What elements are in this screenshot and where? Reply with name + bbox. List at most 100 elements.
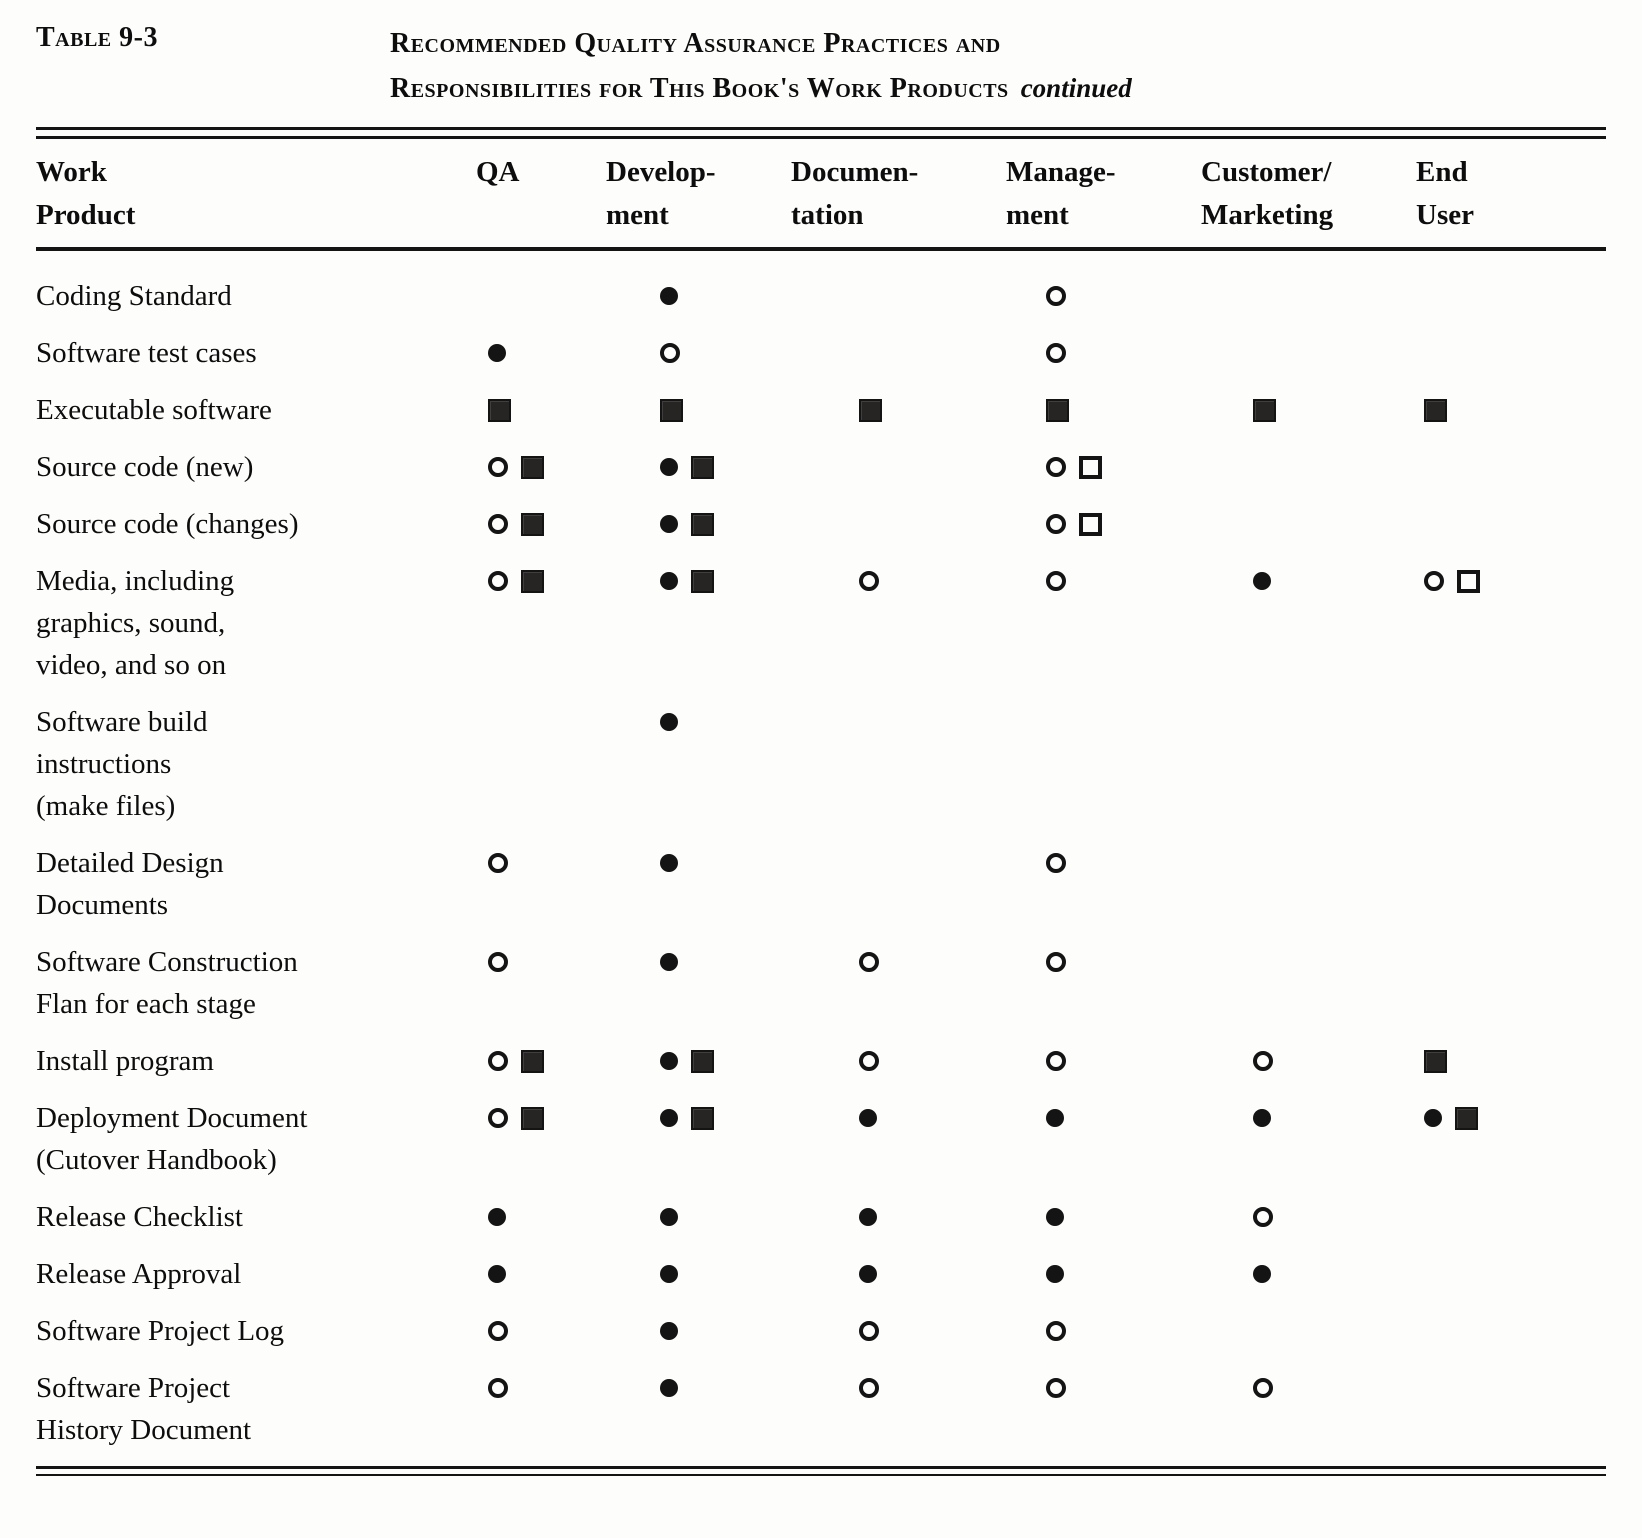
open-circle-icon [1253, 1378, 1273, 1399]
symbol-cell [476, 446, 606, 488]
open-circle-icon [488, 1108, 508, 1129]
filled-circle-icon [859, 1109, 877, 1128]
filled-circle-icon [488, 344, 506, 363]
table-row: Software test cases [36, 332, 1606, 374]
filled-circle-icon [660, 1208, 678, 1227]
open-circle-icon [859, 1378, 879, 1399]
open-circle-icon [488, 1378, 508, 1399]
filled-circle-icon [1046, 1109, 1064, 1128]
table-title: Recommended Quality Assurance Practices … [390, 22, 1132, 111]
symbol-cell [1201, 1196, 1416, 1238]
filled-circle-icon [1046, 1265, 1064, 1284]
symbol-cell [606, 389, 791, 431]
open-circle-icon [859, 1321, 879, 1342]
open-square-icon [1079, 455, 1102, 479]
symbol-cell [1201, 446, 1416, 488]
work-product-name: Software Construction Flan for each stage [36, 946, 298, 1020]
top-double-rule [36, 127, 1606, 139]
work-product-name: Source code (changes) [36, 508, 299, 540]
symbol-cell [791, 1253, 1006, 1295]
filled-circle-icon [660, 854, 678, 873]
symbol-cell [1006, 1310, 1201, 1352]
work-product-name: Release Checklist [36, 1201, 243, 1233]
symbol-cell [1006, 446, 1201, 488]
table-row: Media, including graphics, sound, video, a… [36, 560, 1606, 686]
continued-label: continued [1020, 73, 1132, 103]
symbol-cell [1416, 1097, 1606, 1181]
open-circle-icon [859, 952, 879, 973]
work-product-name: Software Project Log [36, 1315, 285, 1347]
filled-square-icon [521, 512, 544, 536]
table-title-line1: Recommended Quality Assurance Practices … [390, 28, 1001, 59]
filled-circle-icon [660, 572, 678, 591]
open-circle-icon [1046, 853, 1066, 874]
symbol-cell [1201, 1253, 1416, 1295]
symbol-cell [476, 941, 606, 1025]
filled-circle-icon [660, 713, 678, 732]
column-header: End User [1416, 156, 1474, 231]
symbol-cell [1006, 1196, 1201, 1238]
table-row: Deployment Document (Cutover Handbook) [36, 1097, 1606, 1181]
filled-square-icon [521, 1106, 544, 1130]
column-header: Customer/Marketing [1201, 156, 1334, 231]
table-body: Coding Standard Software test cases Execut… [36, 275, 1606, 1451]
table-row: Software Construction Flan for each stage [36, 941, 1606, 1025]
symbol-cell [1006, 503, 1201, 545]
symbol-cell [476, 1196, 606, 1238]
symbol-cell [1416, 446, 1606, 488]
table-row: Detailed Design Documents [36, 842, 1606, 926]
symbol-cell [1006, 332, 1201, 374]
filled-circle-icon [1046, 1208, 1064, 1227]
filled-square-icon [691, 569, 714, 593]
filled-circle-icon [859, 1208, 877, 1227]
symbol-cell [476, 842, 606, 926]
symbol-cell [791, 560, 1006, 686]
symbol-cell [791, 1196, 1006, 1238]
symbol-cell [1416, 1253, 1606, 1295]
open-circle-icon [1046, 343, 1066, 364]
filled-circle-icon [660, 953, 678, 972]
open-square-icon [1079, 512, 1102, 536]
symbol-cell [1006, 1367, 1201, 1451]
symbol-cell [1201, 941, 1416, 1025]
work-product-name: Executable software [36, 394, 272, 426]
symbol-cell [476, 1310, 606, 1352]
symbol-cell [606, 446, 791, 488]
filled-square-icon [691, 1106, 714, 1130]
symbol-cell [476, 1040, 606, 1082]
filled-circle-icon [660, 287, 678, 306]
column-header: Develop-ment [606, 156, 716, 231]
open-circle-icon [1046, 1321, 1066, 1342]
filled-circle-icon [660, 1379, 678, 1398]
work-product-name: Source code (new) [36, 451, 254, 483]
table-row: Executable software [36, 389, 1606, 431]
symbol-cell [476, 332, 606, 374]
open-circle-icon [1046, 1378, 1066, 1399]
symbol-cell [791, 446, 1006, 488]
symbol-cell [606, 275, 791, 317]
symbol-cell [791, 1097, 1006, 1181]
header-rule [36, 247, 1606, 251]
bottom-double-rule [36, 1466, 1606, 1476]
symbol-cell [791, 701, 1006, 827]
table-row: Release Approval [36, 1253, 1606, 1295]
symbol-cell [606, 842, 791, 926]
filled-square-icon [521, 569, 544, 593]
filled-square-icon [488, 398, 511, 422]
symbol-cell [476, 560, 606, 686]
symbol-cell [1006, 701, 1201, 827]
scanned-page: Table 9-3 Recommended Quality Assurance … [36, 22, 1606, 1476]
symbol-cell [1006, 389, 1201, 431]
symbol-cell [791, 842, 1006, 926]
table-row: Install program [36, 1040, 1606, 1082]
open-circle-icon [1046, 1051, 1066, 1072]
work-product-name: Detailed Design Documents [36, 847, 224, 921]
column-header: Work Product [36, 156, 136, 231]
work-product-name: Software build instructions (make files) [36, 706, 208, 822]
symbol-cell [1416, 842, 1606, 926]
filled-square-icon [1046, 398, 1069, 422]
table-row: Source code (changes) [36, 503, 1606, 545]
symbol-cell [1201, 1097, 1416, 1181]
symbol-cell [1006, 1097, 1201, 1181]
filled-circle-icon [488, 1265, 506, 1284]
